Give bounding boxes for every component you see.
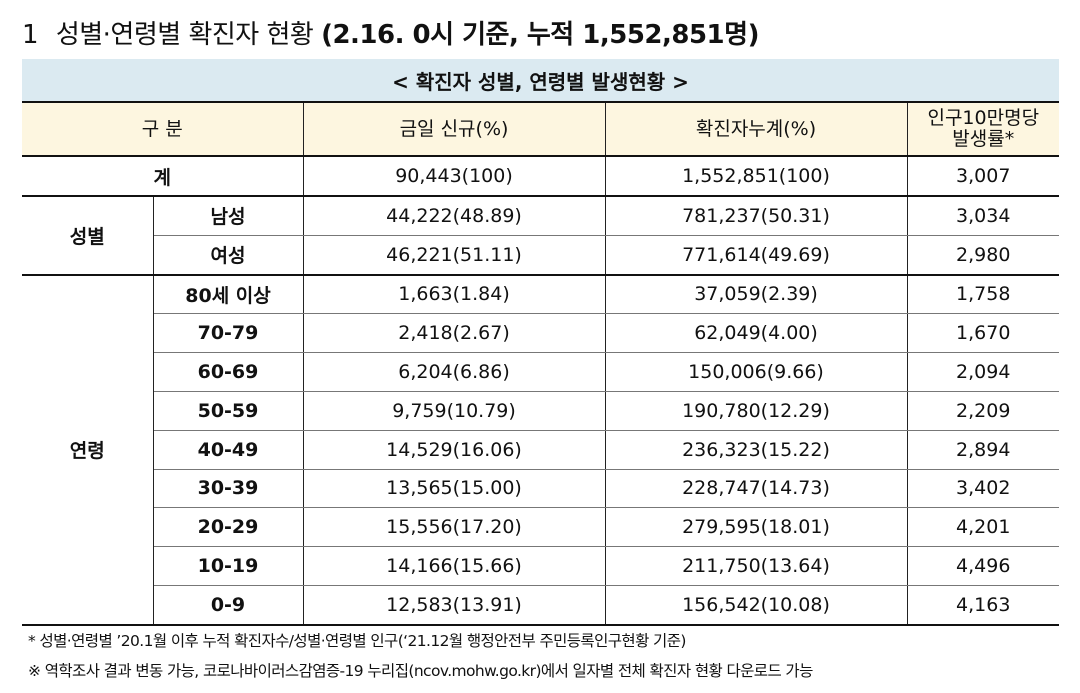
sex-group-label: 성별 — [22, 196, 154, 276]
row-label: 80세 이상 — [153, 274, 304, 315]
row-label: 여성 — [153, 235, 304, 276]
row-rate: 3,034 — [907, 196, 1060, 236]
row-rate: 2,209 — [907, 391, 1060, 431]
row-daily-new: 14,529(16.06) — [303, 430, 606, 470]
header-daily-new: 금일 신규(%) — [303, 102, 606, 157]
row-label: 40-49 — [153, 430, 304, 470]
status-table: < 확진자 성별, 연령별 발생현황 > 구 분 금일 신규(%) 확진자누계(… — [22, 59, 1060, 626]
footnote-download-info: ※ 역학조사 결과 변동 가능, 코로나바이러스감염증-19 누리집(ncov.… — [28, 662, 813, 680]
status-table-container: < 확진자 성별, 연령별 발생현황 > 구 분 금일 신규(%) 확진자누계(… — [22, 59, 1060, 626]
row-cumulative: 236,323(15.22) — [605, 430, 908, 470]
table-row: 연령 80세 이상 1,663(1.84) 37,059(2.39) 1,758 — [22, 274, 1060, 626]
title-main: 성별·연령별 확진자 현황 — [55, 20, 314, 50]
row-label: 50-59 — [153, 391, 304, 431]
row-cumulative: 150,006(9.66) — [605, 352, 908, 392]
table-row: 60-69 6,204(6.86) 150,006(9.66) 2,094 — [22, 352, 1060, 392]
table-row: 20-29 15,556(17.20) 279,595(18.01) 4,201 — [22, 507, 1060, 548]
row-daily-new: 44,222(48.89) — [303, 196, 606, 236]
row-rate: 4,201 — [907, 507, 1060, 548]
total-label: 계 — [22, 156, 304, 197]
table-caption-row: < 확진자 성별, 연령별 발생현황 > — [22, 59, 1060, 103]
total-daily-new: 90,443(100) — [303, 156, 606, 197]
row-cumulative: 37,059(2.39) — [605, 274, 908, 315]
header-category: 구 분 — [22, 102, 304, 157]
row-cumulative: 228,747(14.73) — [605, 469, 908, 509]
row-daily-new: 12,583(13.91) — [303, 585, 606, 626]
row-daily-new: 15,556(17.20) — [303, 507, 606, 548]
total-cumulative: 1,552,851(100) — [605, 156, 908, 197]
row-daily-new: 1,663(1.84) — [303, 274, 606, 315]
header-rate-line1: 인구10만명당 — [927, 107, 1040, 129]
row-cumulative: 156,542(10.08) — [605, 585, 908, 626]
footnotes: * 성별·연령별 ’20.1월 이후 누적 확진자수/성별·연령별 인구(‘21… — [28, 626, 813, 686]
row-label: 남성 — [153, 196, 304, 236]
footnote-rate-definition: * 성별·연령별 ’20.1월 이후 누적 확진자수/성별·연령별 인구(‘21… — [28, 632, 686, 650]
row-rate: 3,402 — [907, 469, 1060, 509]
row-label: 20-29 — [153, 507, 304, 548]
total-rate: 3,007 — [907, 156, 1060, 197]
age-group-label: 연령 — [22, 274, 154, 626]
row-rate: 2,094 — [907, 352, 1060, 392]
table-header-row: 구 분 금일 신규(%) 확진자누계(%) 인구10만명당 발생률* — [22, 102, 1060, 157]
table-row: 10-19 14,166(15.66) 211,750(13.64) 4,496 — [22, 546, 1060, 586]
title-detail: (2.16. 0시 기준, 누적 1,552,851명) — [321, 20, 759, 50]
row-cumulative: 781,237(50.31) — [605, 196, 908, 236]
row-cumulative: 190,780(12.29) — [605, 391, 908, 431]
row-rate: 2,980 — [907, 235, 1060, 276]
row-rate: 1,758 — [907, 274, 1060, 315]
header-rate-line2: 발생률* — [952, 128, 1015, 150]
row-label: 60-69 — [153, 352, 304, 392]
row-rate: 1,670 — [907, 313, 1060, 354]
table-row: 40-49 14,529(16.06) 236,323(15.22) 2,894 — [22, 430, 1060, 470]
row-label: 10-19 — [153, 546, 304, 586]
row-cumulative: 279,595(18.01) — [605, 507, 908, 548]
row-daily-new: 14,166(15.66) — [303, 546, 606, 586]
row-cumulative: 62,049(4.00) — [605, 313, 908, 354]
section-number: 1 — [22, 20, 39, 50]
row-rate: 4,163 — [907, 585, 1060, 626]
table-row: 0-9 12,583(13.91) 156,542(10.08) 4,163 — [22, 585, 1060, 626]
row-daily-new: 2,418(2.67) — [303, 313, 606, 354]
row-rate: 4,496 — [907, 546, 1060, 586]
row-label: 0-9 — [153, 585, 304, 626]
table-row: 70-79 2,418(2.67) 62,049(4.00) 1,670 — [22, 313, 1060, 354]
row-daily-new: 9,759(10.79) — [303, 391, 606, 431]
total-row: 계 90,443(100) 1,552,851(100) 3,007 — [22, 156, 1060, 197]
row-cumulative: 771,614(49.69) — [605, 235, 908, 276]
row-daily-new: 13,565(15.00) — [303, 469, 606, 509]
row-label: 30-39 — [153, 469, 304, 509]
row-label: 70-79 — [153, 313, 304, 354]
table-row: 30-39 13,565(15.00) 228,747(14.73) 3,402 — [22, 469, 1060, 509]
table-caption: < 확진자 성별, 연령별 발생현황 > — [22, 59, 1060, 103]
table-row: 50-59 9,759(10.79) 190,780(12.29) 2,209 — [22, 391, 1060, 431]
page-title: 1 성별·연령별 확진자 현황 (2.16. 0시 기준, 누적 1,552,8… — [22, 14, 759, 51]
row-daily-new: 46,221(51.11) — [303, 235, 606, 276]
row-rate: 2,894 — [907, 430, 1060, 470]
header-rate: 인구10만명당 발생률* — [907, 102, 1060, 157]
table-row: 성별 남성 44,222(48.89) 781,237(50.31) 3,034 — [22, 196, 1060, 276]
table-row: 여성 46,221(51.11) 771,614(49.69) 2,980 — [22, 235, 1060, 276]
row-daily-new: 6,204(6.86) — [303, 352, 606, 392]
header-cumulative: 확진자누계(%) — [605, 102, 908, 157]
row-cumulative: 211,750(13.64) — [605, 546, 908, 586]
